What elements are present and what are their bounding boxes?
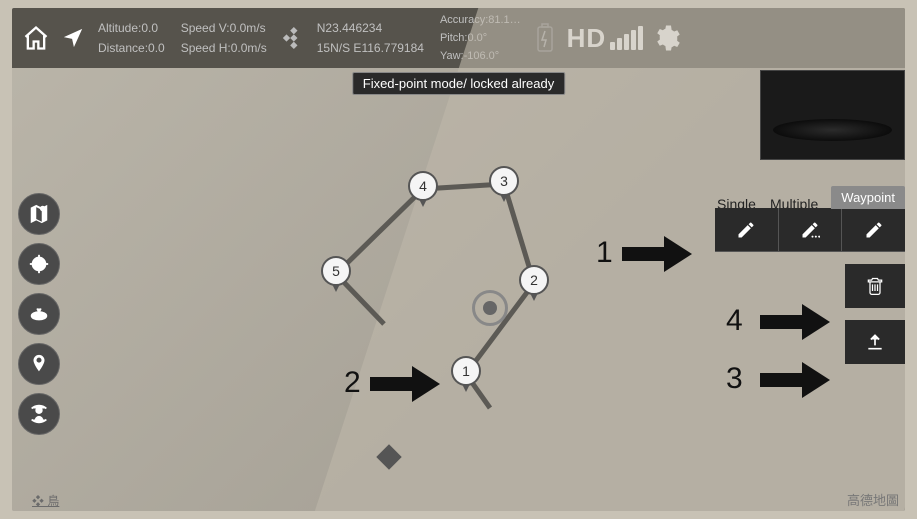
waypoint-pin-1[interactable]: 1 bbox=[450, 356, 482, 396]
callout-number-3: 3 bbox=[726, 362, 743, 396]
satellite-icon bbox=[281, 27, 303, 49]
arrow-right-icon bbox=[760, 362, 830, 398]
map-attribution-left: ❖ 鳥 bbox=[32, 492, 59, 509]
arrow-right-icon bbox=[370, 366, 440, 402]
gps-lat-label: N23.446234 bbox=[317, 21, 424, 35]
arrow-right-icon bbox=[760, 304, 830, 340]
upload-waypoints-button[interactable] bbox=[845, 320, 905, 364]
location-arrow-icon[interactable] bbox=[62, 27, 84, 49]
pin-number: 5 bbox=[321, 256, 351, 286]
app-screen: Altitude:0.0 Distance:0.0 Speed V:0.0m/s… bbox=[12, 8, 905, 511]
pin-number: 2 bbox=[519, 265, 549, 295]
arrow-right-icon bbox=[622, 236, 692, 272]
orbit-target-marker[interactable] bbox=[472, 290, 508, 326]
callout-number-4: 4 bbox=[726, 304, 743, 338]
pin-number: 4 bbox=[408, 171, 438, 201]
delete-waypoint-button[interactable] bbox=[845, 264, 905, 308]
edit-waypoint-button[interactable] bbox=[842, 208, 905, 251]
map-attribution-right: 高德地圖 bbox=[847, 490, 899, 509]
speed-v-label: Speed V:0.0m/s bbox=[181, 21, 267, 35]
callout-number-1: 1 bbox=[596, 236, 613, 270]
speed-h-label: Speed H:0.0m/s bbox=[181, 41, 267, 55]
waypoint-panel-header: Waypoint bbox=[831, 186, 905, 209]
telemetry-col-1: Altitude:0.0 Distance:0.0 bbox=[98, 21, 165, 55]
pin-number: 3 bbox=[489, 166, 519, 196]
altitude-label: Altitude:0.0 bbox=[98, 21, 165, 35]
gps-lon-label: 15N/S E116.779184 bbox=[317, 41, 424, 55]
waypoint-pin-4[interactable]: 4 bbox=[407, 171, 439, 211]
telemetry-col-2: Speed V:0.0m/s Speed H:0.0m/s bbox=[181, 21, 267, 55]
edit-single-button[interactable] bbox=[715, 208, 779, 251]
waypoint-edit-row bbox=[715, 208, 905, 252]
telemetry-col-3: N23.446234 15N/S E116.779184 bbox=[317, 21, 424, 55]
waypoint-pin-5[interactable]: 5 bbox=[320, 256, 352, 296]
waypoint-pin-3[interactable]: 3 bbox=[488, 166, 520, 206]
home-icon[interactable] bbox=[22, 24, 50, 52]
waypoint-pin-2[interactable]: 2 bbox=[518, 265, 550, 305]
callout-number-2: 2 bbox=[344, 366, 361, 400]
distance-label: Distance:0.0 bbox=[98, 41, 165, 55]
edit-multiple-button[interactable] bbox=[779, 208, 843, 251]
pin-number: 1 bbox=[451, 356, 481, 386]
waypoint-panel: Waypoint bbox=[715, 208, 905, 364]
